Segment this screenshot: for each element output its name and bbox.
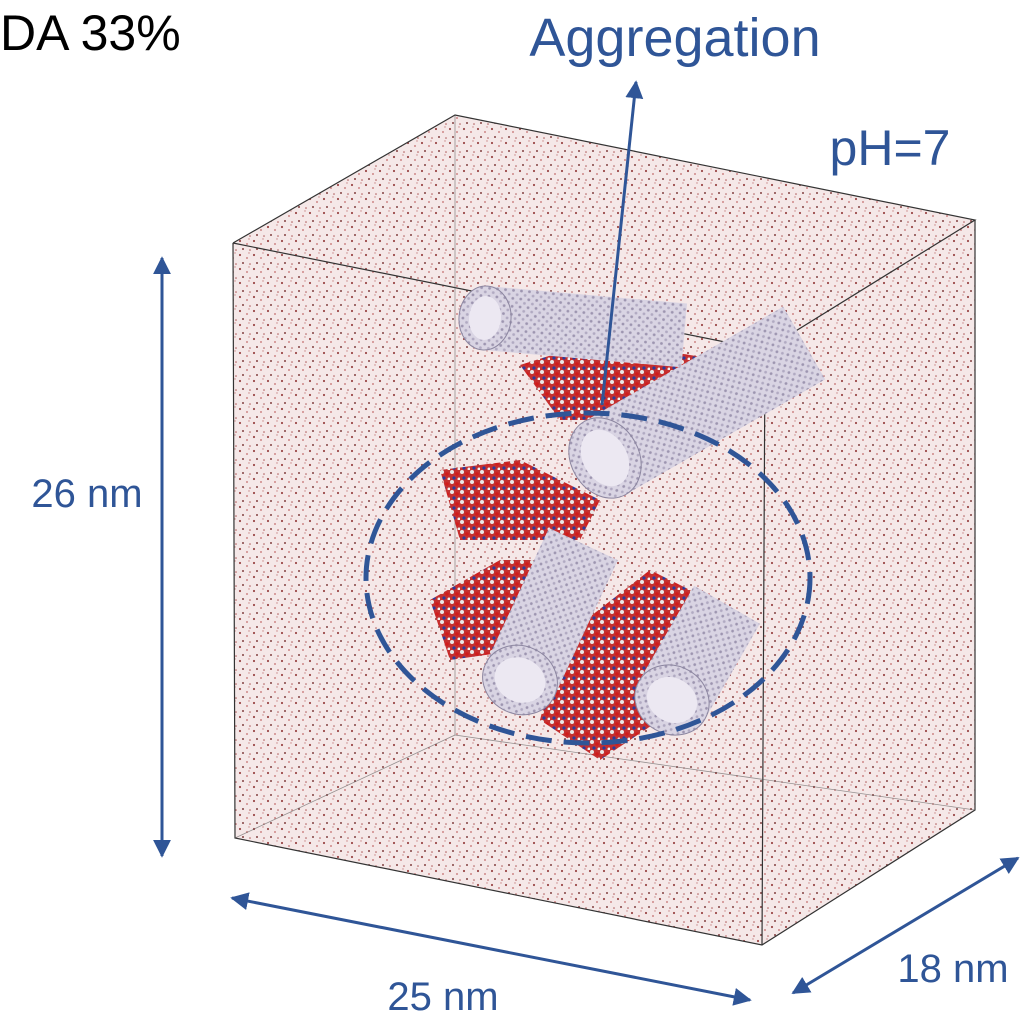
depth-label: 18 nm	[897, 947, 1008, 991]
aggregation-label: Aggregation	[529, 8, 820, 68]
figure: DA 33% Aggregation pH=7 26 nm 25 nm 18 n…	[0, 0, 1025, 1018]
height-label: 26 nm	[31, 472, 142, 516]
ph-label: pH=7	[830, 120, 951, 176]
width-label: 25 nm	[387, 975, 498, 1018]
composition-label: DA 33%	[0, 5, 181, 61]
simulation-box	[233, 115, 975, 945]
